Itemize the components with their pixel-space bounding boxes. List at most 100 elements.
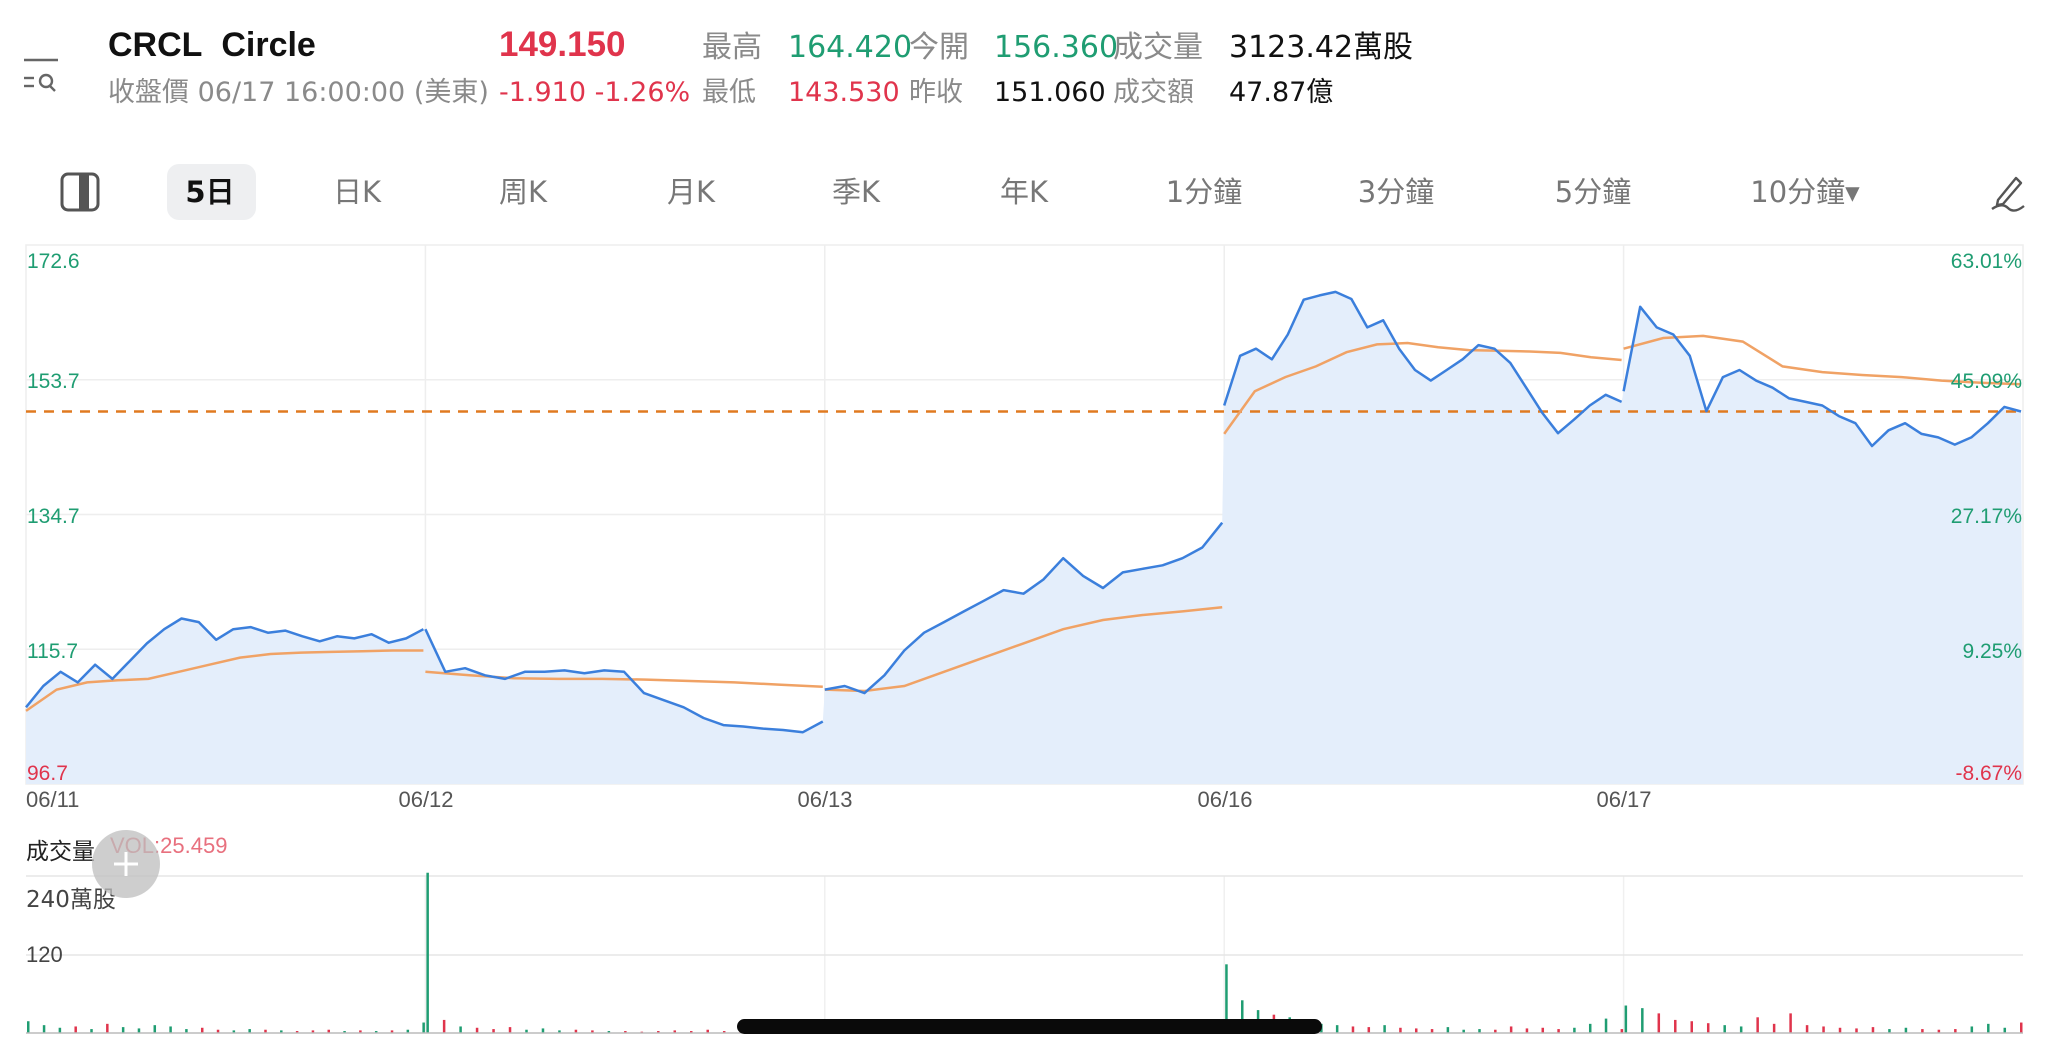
stat-label-low: 最低 [702, 77, 756, 108]
symbol: CRCL [108, 26, 203, 64]
tab-weekly-k[interactable]: 周K [498, 175, 548, 209]
average-price-line [1223, 341, 1622, 435]
volume-bar [1772, 1023, 1776, 1033]
volume-bar [1805, 1025, 1809, 1033]
volume-tick-120: 120 [26, 942, 63, 967]
volume-bar [1937, 1029, 1941, 1033]
volume-bar [541, 1028, 545, 1033]
volume-bar [1641, 1008, 1644, 1033]
price-line [1223, 290, 1623, 435]
tab-5day[interactable]: 5日 [185, 175, 235, 209]
volume-bar [591, 1030, 594, 1033]
tab-daily-k[interactable]: 日K [332, 175, 382, 209]
tab-5min[interactable]: 5分鐘 [1554, 175, 1632, 209]
date-label-3: 06/16 [1197, 787, 1253, 812]
volume-bar [311, 1030, 315, 1033]
volume-bar [1624, 1005, 1628, 1033]
volume-bar [706, 1029, 709, 1033]
tab-yearly-k[interactable]: 年K [999, 175, 1049, 209]
volume-bar [1494, 1029, 1497, 1033]
volume-bar [1225, 964, 1228, 1033]
volume-bar [426, 872, 429, 1033]
volume-bar [1739, 1026, 1743, 1033]
stat-value-volume: 3123.42萬股 [1229, 30, 1414, 65]
tab-10min-dropdown[interactable]: 10分鐘▾ [1750, 175, 1860, 209]
volume-bar [422, 1022, 425, 1033]
volume-bar [1954, 1029, 1957, 1033]
volume-bar [1335, 1025, 1339, 1033]
add-indicator-button[interactable] [92, 830, 160, 898]
volume-bar [1399, 1027, 1402, 1033]
volume-bar [574, 1029, 578, 1033]
volume-bar [1723, 1025, 1726, 1033]
volume-bar [1446, 1027, 1450, 1033]
volume-bar [1657, 1013, 1661, 1033]
volume-bar [1822, 1026, 1825, 1033]
price-change: -1.910 -1.26% [499, 73, 690, 113]
stat-label-high: 最高 [702, 30, 762, 65]
tab-monthly-k[interactable]: 月K [666, 175, 716, 209]
volume-bar [343, 1031, 346, 1033]
volume-bar [1478, 1029, 1481, 1033]
home-indicator [737, 1019, 1322, 1034]
volume-bar [1838, 1027, 1842, 1033]
volume-bar [153, 1025, 157, 1033]
volume-bar [1987, 1023, 1990, 1033]
layout-toggle-icon[interactable] [60, 172, 100, 212]
volume-bar [1674, 1019, 1677, 1033]
volume-bar [1414, 1028, 1418, 1033]
stat-value-prev-close: 151.060 [994, 77, 1106, 108]
date-label-0: 06/11 [26, 787, 80, 812]
average-price-line [1623, 334, 2022, 386]
volume-bar [1888, 1029, 1891, 1033]
volume-bar [280, 1030, 283, 1033]
volume-bar [390, 1030, 394, 1033]
tab-quarterly-k[interactable]: 季K [831, 175, 881, 209]
last-price: 149.150 [499, 25, 626, 64]
company-name: Circle [221, 26, 316, 64]
volume-bar [624, 1031, 627, 1033]
status-text: 收盤價 06/17 16:00:00 (美東) [108, 77, 489, 108]
volume-bar [58, 1027, 62, 1033]
tab-3min[interactable]: 3分鐘 [1357, 175, 1435, 209]
stock-title: CRCL Circle [108, 26, 316, 65]
volume-bar [442, 1019, 446, 1033]
volume-bar [374, 1031, 378, 1033]
volume-bar [690, 1031, 693, 1033]
volume-title: 成交量 [26, 839, 95, 865]
price-tick-2: 134.7 [27, 505, 80, 528]
volume-bar [1430, 1029, 1434, 1033]
price-line [824, 521, 1224, 695]
stat-label-prev-close: 昨收 [909, 77, 963, 108]
volume-bar [359, 1030, 362, 1033]
volume-bar [27, 1021, 30, 1033]
change-percent: -1.26% [594, 77, 691, 108]
volume-bar [90, 1029, 93, 1033]
volume-bar [216, 1029, 220, 1033]
price-tick-3: 115.7 [27, 640, 78, 663]
volume-bar [1351, 1026, 1355, 1033]
volume-bar [1541, 1027, 1545, 1033]
volume-bar [475, 1027, 479, 1033]
volume-bar [1557, 1029, 1560, 1033]
volume-bar [607, 1031, 611, 1033]
price-tick-4: 96.7 [27, 762, 68, 785]
price-area-fill [26, 291, 2023, 784]
volume-bar [169, 1026, 172, 1033]
volume-tick-240: 240萬股 [26, 887, 116, 913]
stat-label-turnover: 成交額 [1113, 77, 1194, 108]
volume-bar [492, 1029, 495, 1033]
volume-bar [200, 1027, 204, 1033]
draw-pen-icon[interactable] [1988, 172, 2028, 212]
volume-bar [74, 1026, 77, 1033]
pct-tick-0: 63.01% [1950, 250, 2022, 273]
volume-bar [1573, 1027, 1576, 1033]
stat-value-open: 156.360 [994, 30, 1119, 65]
menu-search-icon[interactable] [22, 56, 62, 96]
date-label-1: 06/12 [398, 787, 454, 812]
price-tick-1: 153.7 [27, 370, 80, 393]
volume-bar [508, 1027, 512, 1033]
volume-bar [1871, 1027, 1875, 1033]
tab-1min[interactable]: 1分鐘 [1165, 175, 1243, 209]
